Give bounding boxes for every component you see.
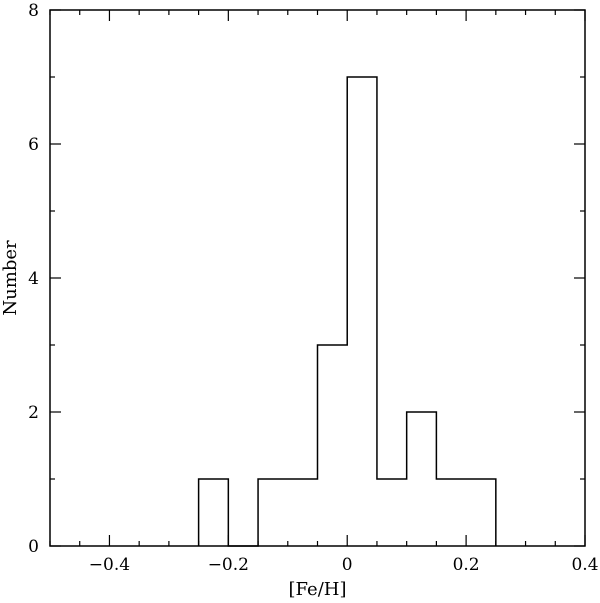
histogram-bin bbox=[258, 479, 288, 546]
x-tick-label: −0.2 bbox=[208, 555, 249, 575]
x-tick-label: 0 bbox=[342, 555, 353, 575]
histogram-bin bbox=[347, 77, 377, 546]
plot-frame bbox=[49, 9, 586, 547]
histogram-bin bbox=[288, 479, 318, 546]
histogram-bin bbox=[199, 479, 229, 546]
y-tick-labels: 0 2 4 6 8 bbox=[28, 1, 39, 557]
x-tick-label: −0.4 bbox=[89, 555, 130, 575]
histogram-bin bbox=[436, 479, 466, 546]
histogram-bin bbox=[377, 479, 407, 546]
x-axis-title: [Fe/H] bbox=[289, 579, 347, 600]
histogram-bin bbox=[318, 345, 348, 546]
histogram-bin bbox=[466, 479, 496, 546]
y-tick-label: 8 bbox=[28, 1, 39, 21]
y-tick-label: 6 bbox=[28, 135, 39, 155]
x-tick-label: 0.2 bbox=[453, 555, 480, 575]
y-tick-label: 2 bbox=[28, 403, 39, 423]
histogram-outline bbox=[197, 76, 497, 547]
y-axis-title: Number bbox=[0, 240, 21, 316]
y-tick-label: 0 bbox=[28, 537, 39, 557]
histogram-bin bbox=[407, 412, 437, 546]
y-tick-label: 4 bbox=[28, 269, 39, 289]
x-tick-labels: −0.4 −0.2 0 0.2 0.4 bbox=[89, 555, 599, 575]
x-tick-label: 0.4 bbox=[571, 555, 598, 575]
